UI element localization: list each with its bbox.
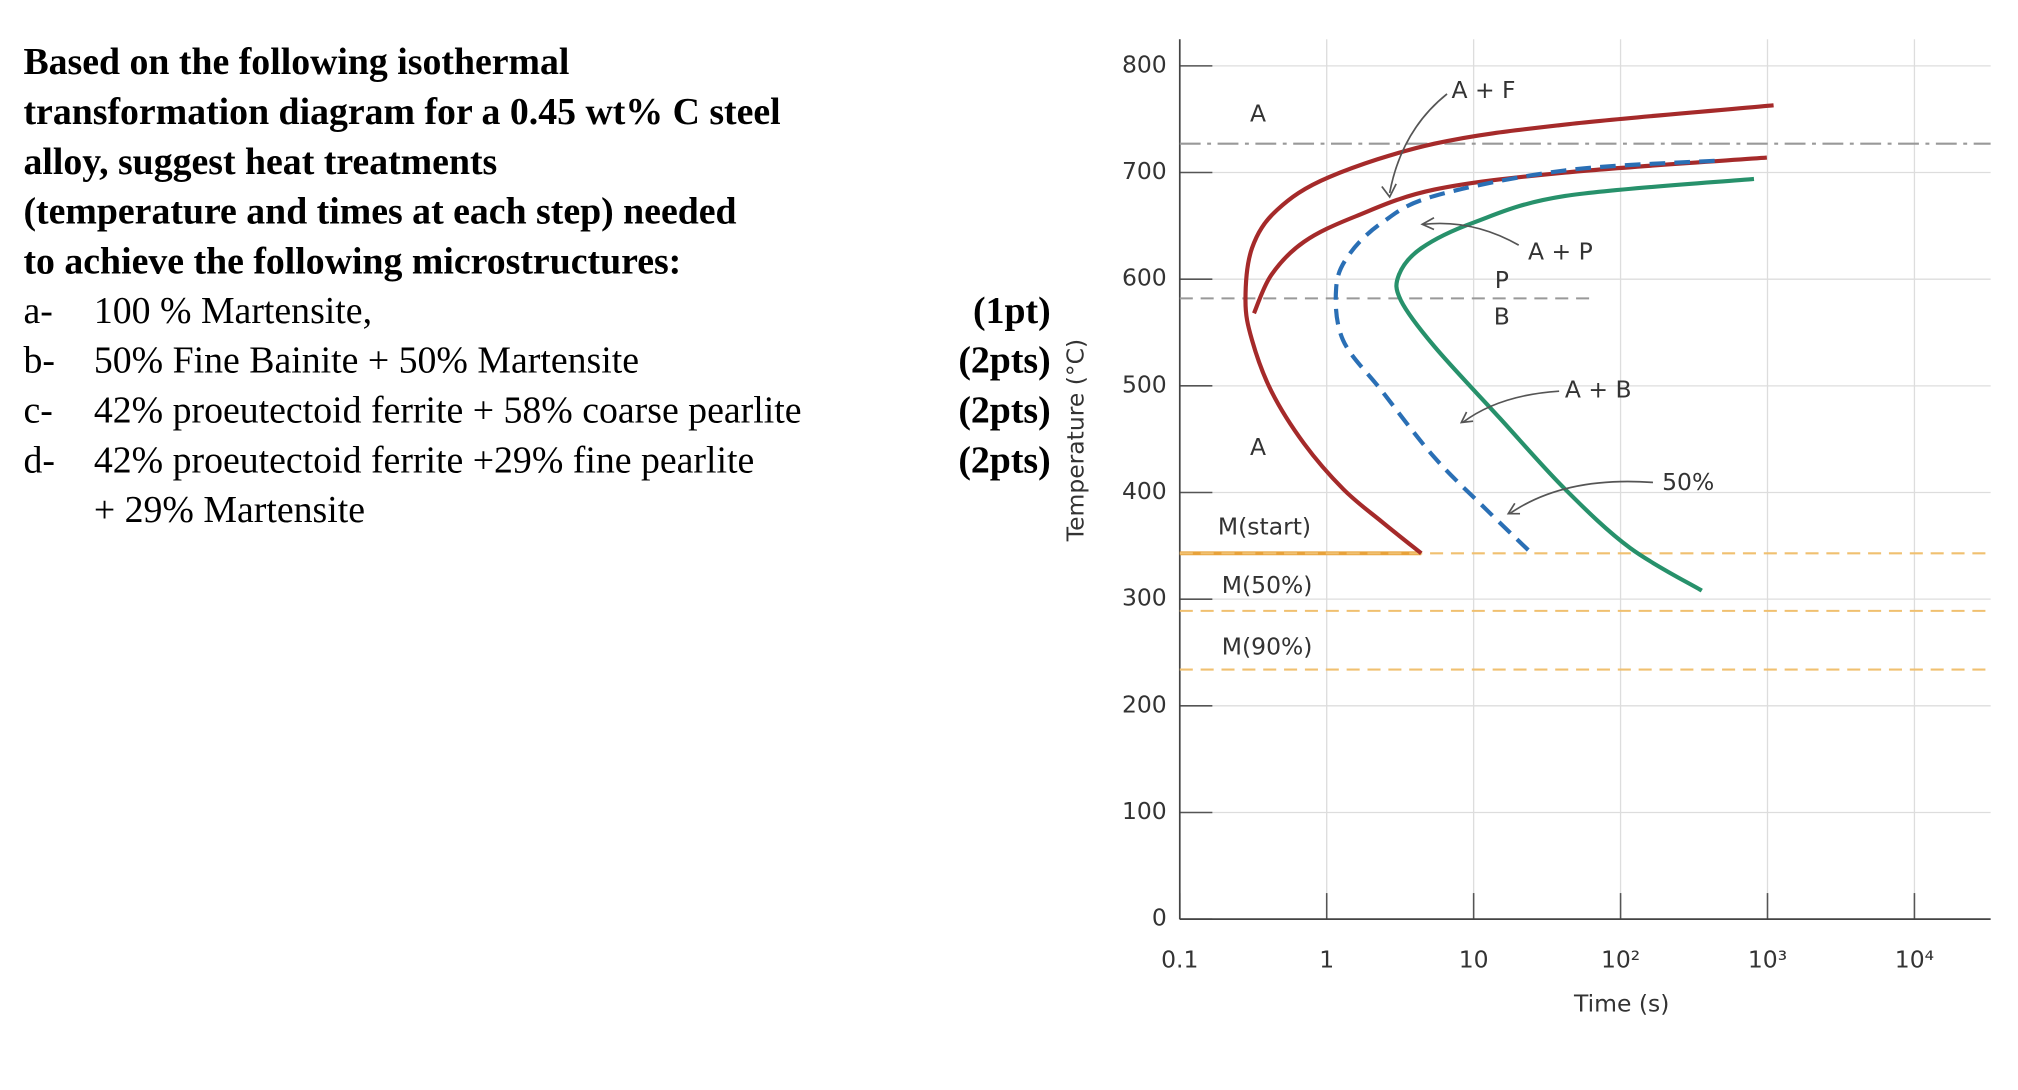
arrow	[1388, 93, 1448, 194]
question-title: (temperature and times at each step) nee…	[23, 191, 736, 233]
item-points: (2pts)	[958, 439, 1050, 481]
arrow-head	[1381, 183, 1397, 199]
y-tick-label: 100	[1122, 797, 1167, 825]
item-text: + 29% Martensite	[94, 489, 365, 531]
y-tick-label: 200	[1122, 690, 1167, 718]
annotation: 50%	[1662, 468, 1714, 496]
annotation: B	[1494, 303, 1510, 331]
arrow-head	[1459, 411, 1474, 424]
curve	[1333, 158, 1715, 555]
arrow	[1423, 222, 1520, 246]
y-tick-label: 300	[1122, 584, 1167, 612]
annotation: A	[1250, 433, 1266, 461]
item-text: 100 % Martensite,	[94, 290, 372, 332]
item-label: d-	[23, 439, 55, 481]
annotation: M(90%)	[1222, 632, 1313, 660]
annotation: A	[1250, 99, 1266, 127]
curve	[1243, 103, 1774, 555]
curve	[1394, 176, 1755, 593]
y-tick-label: 400	[1122, 477, 1167, 505]
y-tick-label: 0	[1152, 904, 1167, 932]
annotation: M(start)	[1218, 513, 1311, 541]
arrow-head	[1506, 502, 1521, 515]
arrow-head	[1420, 217, 1435, 231]
question-title: transformation diagram for a 0.45 wt% C …	[23, 91, 780, 133]
arrow	[1509, 480, 1654, 515]
item-label: b-	[23, 340, 55, 382]
item-points: (2pts)	[958, 340, 1050, 382]
x-tick-label: 10²	[1601, 945, 1640, 973]
question-title: Based on the following isothermal	[23, 41, 569, 83]
arrows	[1381, 93, 1654, 515]
x-tick-label: 1	[1319, 945, 1334, 973]
annotation: A + B	[1565, 376, 1632, 404]
item-text: 50% Fine Bainite + 50% Martensite	[94, 340, 639, 382]
y-tick-label: 800	[1122, 50, 1167, 78]
y-tick-label: 600	[1122, 264, 1167, 292]
item-points: (2pts)	[958, 390, 1050, 432]
item-label: a-	[23, 290, 52, 332]
x-tick-label: 10³	[1748, 945, 1787, 973]
x-tick-label: 10⁴	[1895, 945, 1934, 973]
annotation: M(50%)	[1222, 571, 1313, 599]
question-title: to achieve the following microstructures…	[23, 241, 681, 283]
annotation: P	[1495, 266, 1509, 294]
y-axis-label: Temperature (°C)	[1061, 339, 1089, 542]
x-tick-label: 0.1	[1161, 945, 1198, 973]
y-tick-label: 700	[1122, 157, 1167, 185]
item-text: 42% proeutectoid ferrite + 58% coarse pe…	[94, 390, 802, 432]
item-label: c-	[23, 390, 52, 432]
item-points: (1pt)	[973, 290, 1051, 332]
annotation: A + P	[1528, 237, 1593, 265]
annotation: A + F	[1451, 76, 1515, 104]
x-axis-label: Time (s)	[1573, 990, 1669, 1018]
item-text: 42% proeutectoid ferrite +29% fine pearl…	[94, 439, 754, 481]
curve	[1252, 155, 1768, 315]
arrow	[1462, 390, 1560, 424]
y-tick-label: 500	[1122, 370, 1167, 398]
x-tick-label: 10	[1459, 945, 1489, 973]
question-title: alloy, suggest heat treatments	[23, 141, 497, 183]
